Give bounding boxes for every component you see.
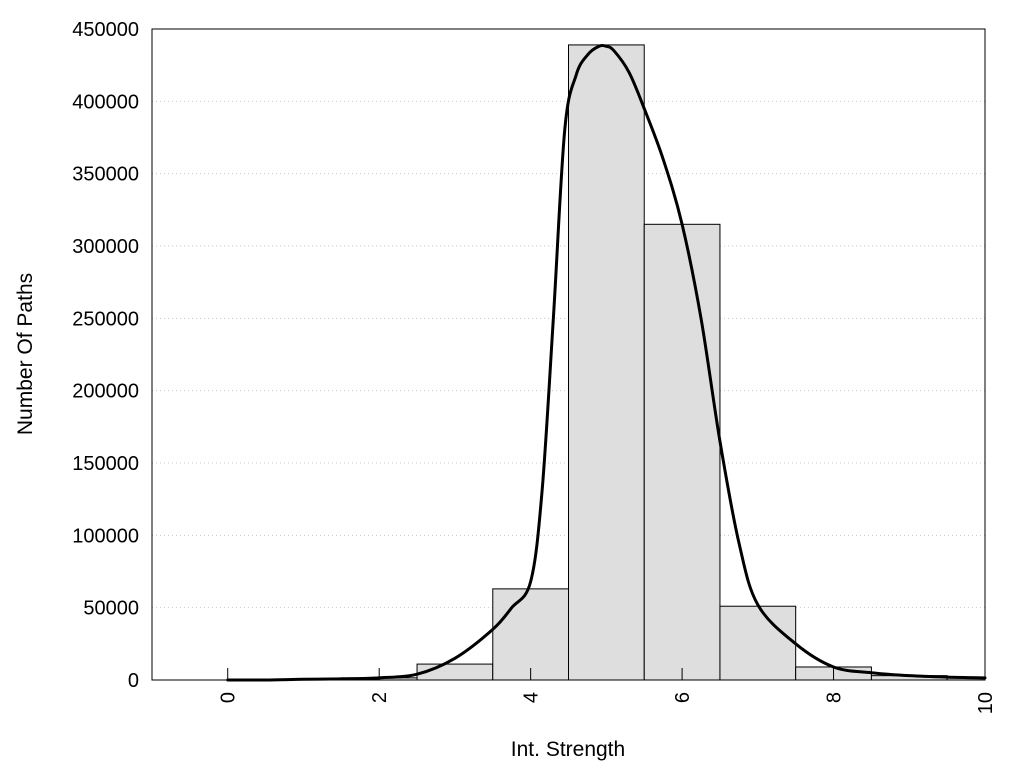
fit-curve — [226, 44, 987, 682]
x-tick-label: 4 — [521, 692, 543, 703]
y-tick-label: 200000 — [72, 381, 139, 403]
y-axis-title: Number Of Paths — [14, 273, 37, 435]
histogram-bar — [492, 588, 570, 681]
histogram-bars — [265, 44, 986, 681]
density-curve — [226, 44, 987, 682]
y-tick-label: 150000 — [72, 453, 139, 475]
y-tick-label: 300000 — [72, 236, 139, 258]
y-tick-label: 0 — [128, 670, 139, 692]
histogram-bar — [643, 223, 721, 681]
x-tick-label: 0 — [218, 692, 240, 703]
axis-ticks: 0 50000 100000 150000 200000 250000 300000 3500… — [72, 19, 997, 714]
y-tick-label: 50000 — [83, 598, 139, 620]
histogram-bar — [568, 44, 645, 681]
x-tick-label: 10 — [975, 692, 997, 714]
histogram-bar — [719, 605, 797, 681]
x-axis-title: Int. Strength — [511, 738, 625, 761]
y-tick-label: 100000 — [72, 525, 139, 547]
y-tick-label: 350000 — [72, 164, 139, 186]
x-tick-label: 8 — [824, 692, 846, 703]
y-tick-label: 400000 — [72, 91, 139, 113]
y-tick-label: 250000 — [72, 308, 139, 330]
x-tick-label: 6 — [672, 692, 694, 703]
plot-frame — [151, 28, 986, 681]
y-tick-label: 450000 — [72, 19, 139, 41]
plot-border — [151, 28, 986, 681]
x-tick-label: 2 — [369, 692, 391, 703]
